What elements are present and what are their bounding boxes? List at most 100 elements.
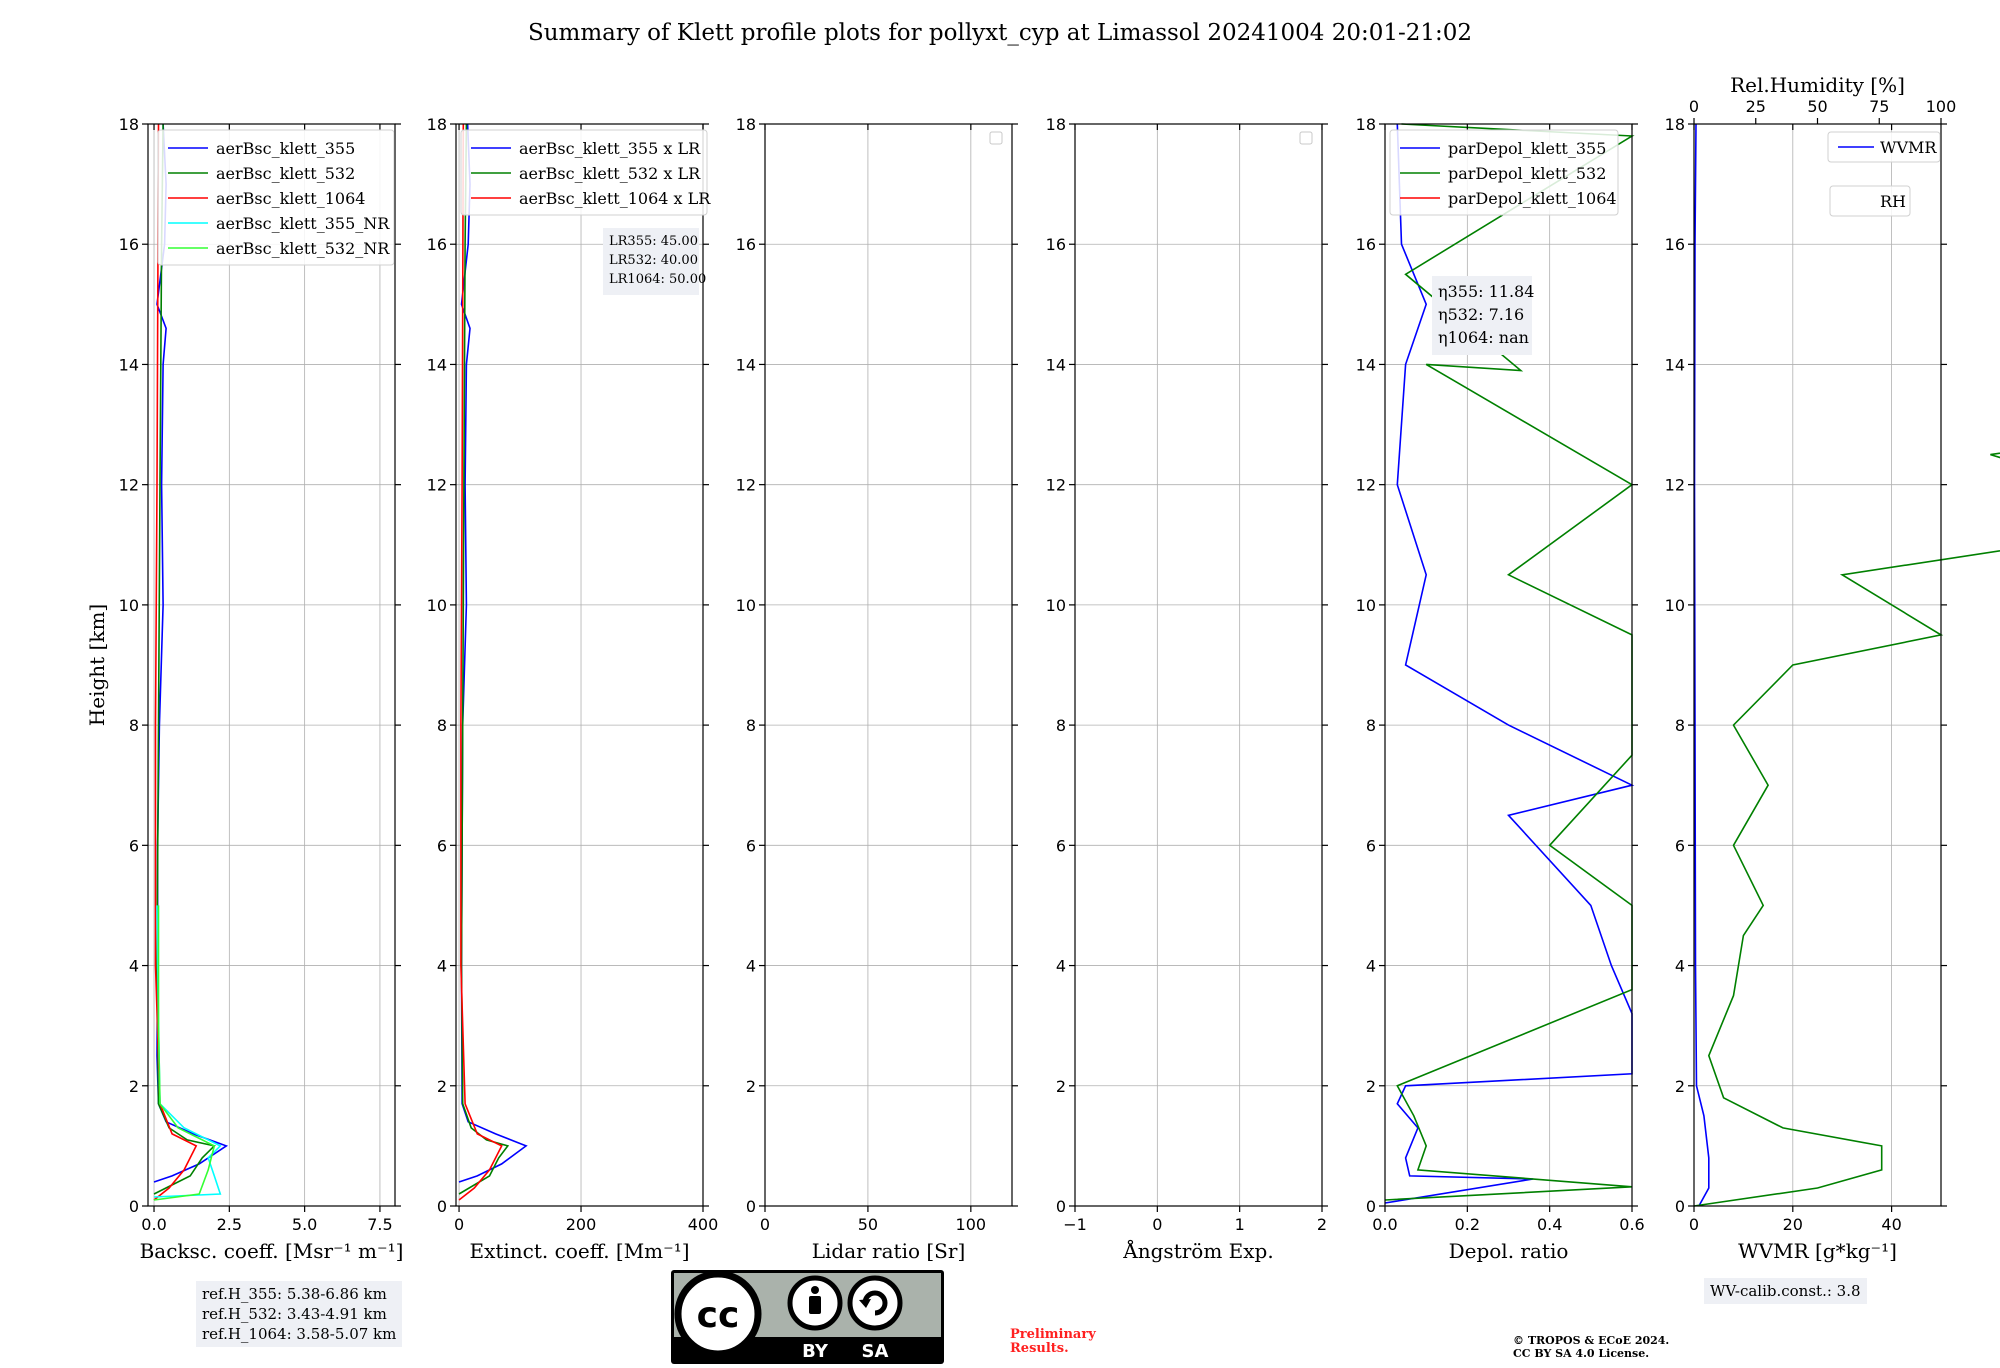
preliminary-results-note: Preliminary Results. (1010, 1328, 1096, 1356)
x-tick-label: 40 (1881, 1215, 1901, 1234)
y-tick-label: 4 (129, 957, 139, 976)
x-tick-label: 7.5 (367, 1215, 392, 1234)
y-tick-label: 2 (437, 1077, 447, 1096)
axes-frame (1693, 123, 1942, 1207)
x-tick-label: 0.2 (1455, 1215, 1480, 1234)
y-tick-label: 14 (1046, 355, 1066, 374)
y-tick-label: 18 (427, 115, 447, 134)
y-tick-label: 6 (1675, 836, 1685, 855)
legend-box-rh (1829, 185, 1911, 217)
x-tick-label: 0.6 (1619, 1215, 1644, 1234)
y-tick-label: 0 (746, 1197, 756, 1216)
x-axis-label: Depol. ratio (1449, 1239, 1569, 1263)
empty-legend-icon (989, 131, 1003, 145)
annotation-line: η355: 11.84 (1438, 282, 1534, 301)
y-tick-label: 0 (437, 1197, 447, 1216)
y-tick-label: 6 (437, 836, 447, 855)
panel-backscatter: 0 2 4 6 8 10 12 14 16 18 0.0 2.5 5.0 7.5 Backsc. coeff… (119, 115, 404, 1263)
y-tick-label: 10 (1046, 596, 1066, 615)
copyright-line-1: © TROPOS & ECoE 2024. (1513, 1334, 1670, 1347)
copyright-note: © TROPOS & ECoE 2024. CC BY SA 4.0 Licen… (1513, 1334, 1669, 1360)
y-tick-label: 18 (736, 115, 756, 134)
top-x-tick-label: 100 (1926, 97, 1957, 116)
y-tick-label: 4 (1675, 957, 1685, 976)
annotation-line: LR1064: 50.00 (609, 272, 706, 287)
y-tick-label: 2 (1056, 1077, 1066, 1096)
legend: aerBsc_klett_355 x LR aerBsc_klett_532 x … (460, 129, 711, 216)
y-tick-label: 14 (119, 355, 139, 374)
x-tick-label: 0.4 (1537, 1215, 1562, 1234)
x-tick-label: 2.5 (217, 1215, 242, 1234)
series-line-aerBsc_klett_1064 x LR (458, 123, 503, 1201)
axes-frame (764, 123, 1013, 1207)
y-tick-label: 18 (1356, 115, 1376, 134)
annotation-background (603, 228, 699, 295)
legend-label: aerBsc_klett_355 x LR (519, 139, 701, 158)
cc-logo-icon (674, 1270, 762, 1358)
legend-label: RH (1880, 192, 1906, 211)
y-tick-label: 6 (1056, 836, 1066, 855)
legend-label: aerBsc_klett_532 (216, 164, 355, 183)
axes-frame (1384, 123, 1633, 1207)
y-tick-label: 14 (1356, 355, 1376, 374)
y-tick-label: 18 (1046, 115, 1066, 134)
preliminary-line-2: Results. (1010, 1341, 1069, 1356)
y-tick-label: 4 (746, 957, 756, 976)
annotation-background (1432, 276, 1532, 355)
y-tick-label: 12 (736, 476, 756, 495)
sa-label: SA (862, 1341, 889, 1362)
y-tick-label: 0 (1056, 1197, 1066, 1216)
y-tick-label: 8 (1675, 716, 1685, 735)
legend-label: aerBsc_klett_1064 (216, 189, 365, 208)
legend-label: aerBsc_klett_532 x LR (519, 164, 701, 183)
ref-height-532: ref.H_532: 3.43-4.91 km (202, 1305, 387, 1323)
svg-text:cc: cc (697, 1295, 740, 1336)
y-tick-label: 10 (119, 596, 139, 615)
x-tick-label: 0 (454, 1215, 464, 1234)
legend: parDepol_klett_355 parDepol_klett_532 parD… (1389, 129, 1619, 216)
x-axis-label: Lidar ratio [Sr] (812, 1239, 966, 1263)
y-tick-label: 12 (1046, 476, 1066, 495)
x-tick-label: 0 (1689, 1215, 1699, 1234)
y-tick-label: 16 (1665, 235, 1685, 254)
x-tick-label: 100 (956, 1215, 987, 1234)
wv-calibration-box: WV-calib.const.: 3.8 (1704, 1278, 1867, 1304)
y-tick-label: 12 (1356, 476, 1376, 495)
series-line-aerBsc_klett_355 x LR (458, 123, 528, 1183)
top-axis-label: Rel.Humidity [%] (1730, 73, 1905, 97)
series-line-WVMR (1693, 123, 1710, 1207)
y-tick-label: 10 (736, 596, 756, 615)
y-tick-label: 8 (437, 716, 447, 735)
legend-label: parDepol_klett_532 (1448, 164, 1606, 183)
y-tick-label: 16 (1356, 235, 1376, 254)
legend-label: aerBsc_klett_1064 x LR (519, 189, 711, 208)
y-tick-label: 4 (1056, 957, 1066, 976)
legend-label: parDepol_klett_1064 (1448, 189, 1617, 208)
y-tick-label: 12 (427, 476, 447, 495)
top-x-tick-label: 25 (1746, 97, 1766, 116)
y-tick-label: 8 (1366, 716, 1376, 735)
y-tick-label: 14 (736, 355, 756, 374)
y-tick-label: 14 (427, 355, 447, 374)
legend-label: parDepol_klett_355 (1448, 139, 1606, 158)
y-tick-label: 6 (1366, 836, 1376, 855)
x-tick-label: 0 (1152, 1215, 1162, 1234)
top-x-tick-label: 50 (1807, 97, 1827, 116)
series-line-aerBsc_klett_532 (153, 123, 216, 1195)
legend-label: aerBsc_klett_532_NR (216, 239, 390, 258)
y-tick-label: 6 (746, 836, 756, 855)
series-line-aerBsc_klett_532_NR (153, 905, 216, 1201)
by-label: BY (802, 1341, 829, 1362)
x-tick-label: 50 (858, 1215, 878, 1234)
annotation-line: LR355: 45.00 (609, 234, 698, 249)
annotation-line: η532: 7.16 (1438, 305, 1524, 324)
y-tick-label: 2 (1675, 1077, 1685, 1096)
y-tick-label: 18 (1665, 115, 1685, 134)
panel-extinction: 0 2 4 6 8 10 12 14 16 18 0 200 400 Extinct. coeff. [M… (427, 115, 719, 1263)
y-tick-label: 0 (1675, 1197, 1685, 1216)
legend-box-wvmr (1827, 131, 1941, 163)
y-tick-label: 12 (119, 476, 139, 495)
y-tick-label: 2 (129, 1077, 139, 1096)
annotation-line: LR532: 40.00 (609, 253, 698, 268)
